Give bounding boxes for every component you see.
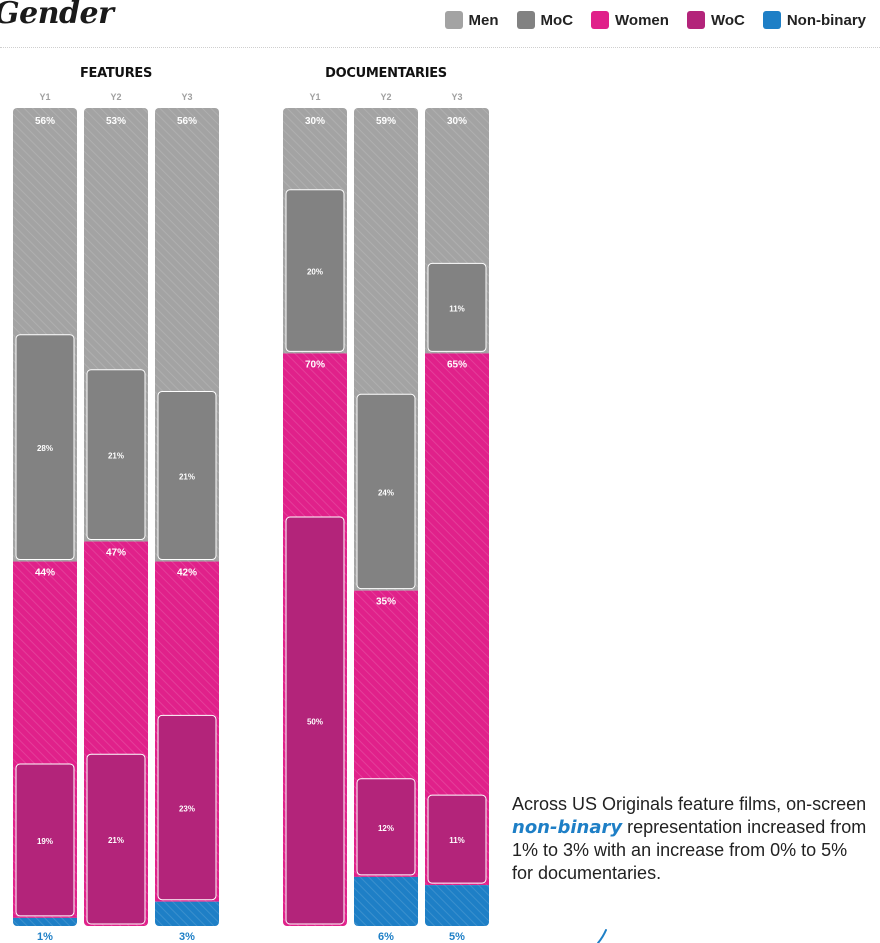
data-label-men-features-y2: 53% [106,116,126,127]
data-label-women-documentaries-y3: 65% [447,359,467,370]
data-label-women-features-y2: 47% [106,548,126,559]
data-label-men-documentaries-y3: 30% [447,116,467,127]
data-label-non-binary-features-y3: 3% [179,931,195,943]
chart-title: Gender [0,0,114,31]
data-label-men-features-y3: 56% [177,116,197,127]
annotation-highlight: non-binary [512,817,623,838]
data-label-moc-documentaries-y2: 24% [378,488,394,497]
data-label-non-binary-documentaries-y3: 5% [449,931,465,943]
legend-label-woc: WoC [710,11,745,29]
bar-segment-non-binary-documentaries-y2-hatch [354,876,418,926]
bar-segment-woc-features-y3 [157,714,217,901]
bar-segment-moc-features-y2 [86,369,146,541]
group-title-features: FEATURES [79,66,153,81]
legend-item-non-binary: Non-binary [762,11,866,29]
bar-segment-non-binary-features-y1-hatch [13,917,77,926]
legend-item-moc: MoC [516,11,574,29]
bar-segment-moc-features-y3 [157,390,217,561]
tick-label-documentaries-y3: Y3 [451,92,462,102]
data-label-moc-features-y1: 28% [37,444,53,453]
data-label-women-documentaries-y2: 35% [376,597,396,608]
bar-segment-non-binary-documentaries-y3-hatch [425,885,489,926]
bar-segment-non-binary-features-y3-hatch [155,901,219,926]
bar-segment-woc-documentaries-y1 [285,516,345,925]
data-label-woc-documentaries-y2: 12% [378,824,394,833]
data-label-woc-features-y3: 23% [179,805,195,814]
data-label-woc-documentaries-y3: 11% [449,836,465,845]
bar-segment-moc-documentaries-y1 [285,189,345,352]
legend-swatch-non-binary [762,11,781,29]
legend-label-moc: MoC [540,11,574,29]
bar-segment-woc-features-y2 [86,753,146,925]
title-divider [0,47,880,48]
tick-label-documentaries-y2: Y2 [380,92,391,102]
data-label-non-binary-features-y1: 1% [37,931,53,943]
data-label-moc-features-y2: 21% [108,452,124,461]
data-label-women-documentaries-y1: 70% [305,359,325,370]
data-label-moc-features-y3: 21% [179,473,195,482]
data-label-women-features-y1: 44% [35,568,55,579]
legend-item-men: Men [444,11,499,29]
annotation-part-1: Across US Originals feature films, on-sc… [512,794,867,814]
data-label-woc-documentaries-y1: 50% [307,718,323,727]
group-title-documentaries: DOCUMENTARIES [325,66,447,81]
legend-label-men: Men [468,11,499,29]
legend-label-women: Women [615,11,669,29]
data-label-women-features-y3: 42% [177,568,197,579]
bar-segment-woc-features-y1 [15,763,75,917]
bar-segment-moc-documentaries-y2 [356,393,416,590]
data-label-men-features-y1: 56% [35,116,55,127]
legend-swatch-men [444,11,463,29]
annotation-text: Across US Originals feature films, on-sc… [512,793,867,885]
legend-swatch-moc [516,11,535,29]
data-label-moc-documentaries-y3: 11% [449,304,465,313]
legend-item-woc: WoC [686,11,745,29]
bar-segment-woc-documentaries-y2 [356,778,416,876]
tick-label-features-y2: Y2 [110,92,121,102]
legend-swatch-women [591,11,610,29]
data-label-men-documentaries-y2: 59% [376,116,396,127]
legend: Men MoC Women WoC Non-binary [444,11,866,29]
data-label-moc-documentaries-y1: 20% [307,268,323,277]
legend-swatch-woc [686,11,705,29]
data-label-non-binary-documentaries-y2: 6% [378,931,394,943]
data-label-men-documentaries-y1: 30% [305,116,325,127]
data-label-woc-features-y2: 21% [108,836,124,845]
tick-label-features-y1: Y1 [39,92,50,102]
annotation-part-2: representation increased from 1% to 3% w… [512,817,867,883]
legend-label-non-binary: Non-binary [786,11,866,29]
bar-segment-moc-features-y1 [15,334,75,561]
bar-segment-woc-documentaries-y3 [427,794,487,884]
bar-segment-moc-documentaries-y3 [427,262,487,352]
tick-label-documentaries-y1: Y1 [309,92,320,102]
data-label-woc-features-y1: 19% [37,837,53,846]
tick-label-features-y3: Y3 [181,92,192,102]
annotation-pointer-stroke [597,929,607,943]
legend-item-women: Women [591,11,669,29]
